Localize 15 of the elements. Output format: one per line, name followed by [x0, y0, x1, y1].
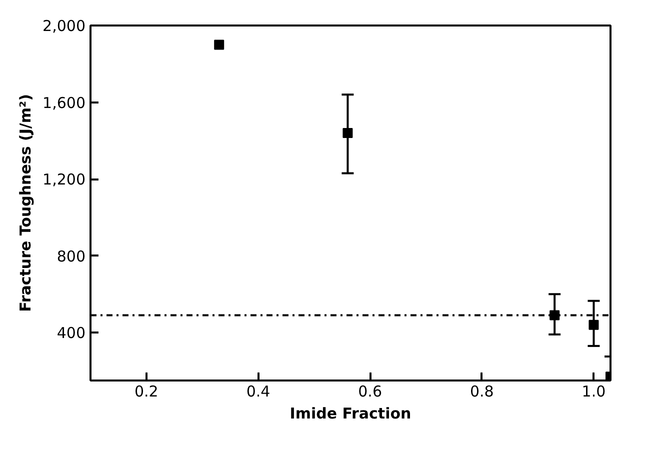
- point: [214, 40, 224, 50]
- y-tick-label: 1,200: [42, 170, 86, 189]
- x-axis-title: Imide Fraction: [290, 404, 412, 422]
- point: [588, 320, 599, 330]
- x-tick-label: 0.8: [470, 382, 494, 400]
- x-tick-label: 0.4: [246, 382, 270, 400]
- y-tick-label: 800: [56, 247, 86, 266]
- y-tick-label: 400: [56, 324, 86, 342]
- y-tick-label: 2,000: [42, 17, 86, 35]
- point: [342, 128, 353, 138]
- x-tick-label: 0.2: [134, 382, 158, 400]
- y-tick-label: 1,600: [42, 94, 86, 112]
- x-tick-label: 0.6: [358, 382, 382, 400]
- x-tick-label: 1.0: [582, 382, 606, 400]
- y-axis-title: Fracture Toughness (J/m²): [16, 94, 35, 312]
